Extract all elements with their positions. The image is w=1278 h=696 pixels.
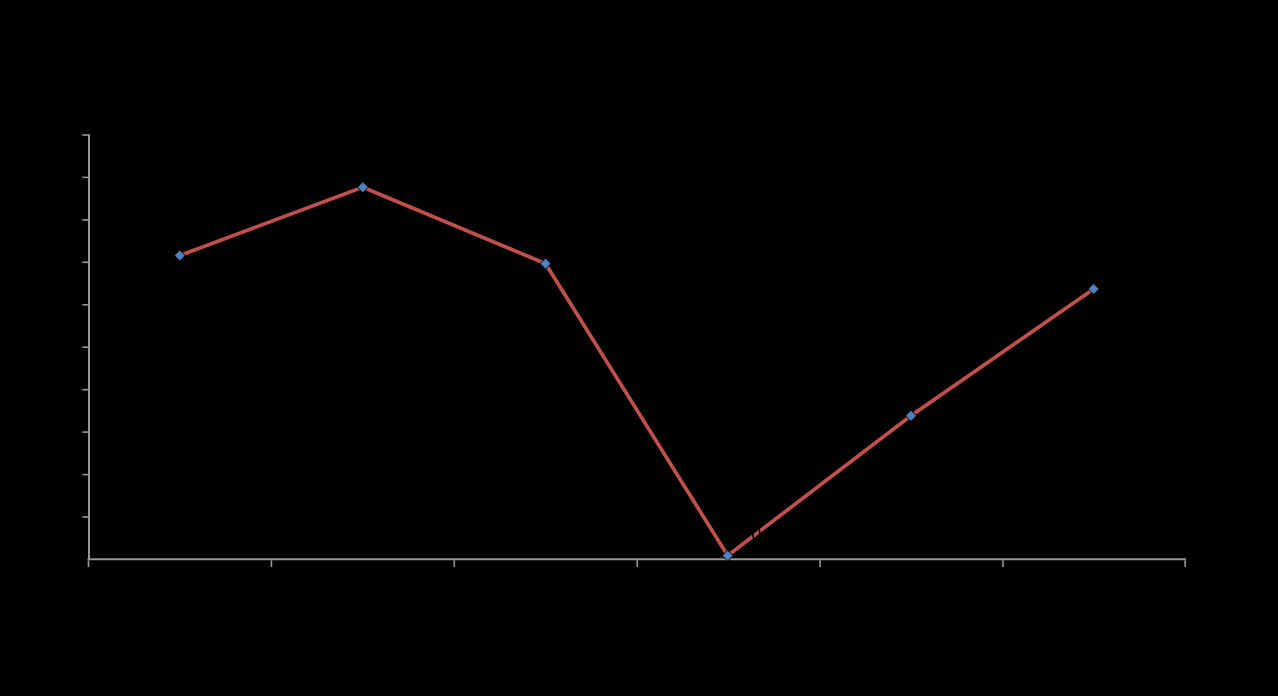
svg-text:0: 0	[751, 525, 761, 545]
